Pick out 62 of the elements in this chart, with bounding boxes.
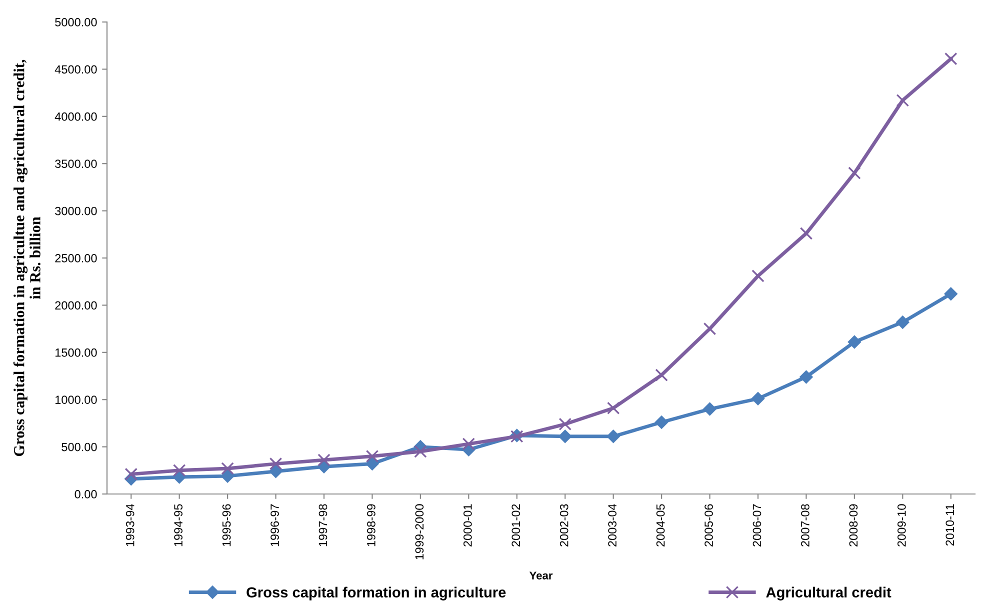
- y-axis-title: Gross capital formation in agricultue and agricultural credit, in Rs. billion: [13, 60, 40, 456]
- x-tick-label: 1997-98: [318, 504, 328, 546]
- point: [606, 402, 620, 414]
- x-tick-label: 1994-95: [174, 504, 182, 546]
- point: [896, 316, 910, 329]
- point: [655, 368, 668, 382]
- point: [366, 457, 379, 470]
- point: [558, 430, 572, 444]
- point: [269, 464, 282, 478]
- x-tick-label: 1996-97: [270, 504, 279, 546]
- y-tick-label: 5000.00: [55, 18, 97, 26]
- x-tick-label: 2002-03: [560, 504, 568, 546]
- point: [269, 457, 282, 470]
- legend-label: Agricultural credit: [766, 586, 892, 600]
- y-tick-label: 4500.00: [54, 65, 97, 74]
- x-tick-label: 2003-04: [608, 504, 616, 546]
- x-tick-label: 2010-11: [946, 504, 954, 546]
- x-tick-label: 2000-01: [463, 504, 472, 546]
- point: [751, 392, 765, 406]
- y-tick-label: 1500.00: [56, 348, 97, 357]
- x-tick-label: 2004-05: [656, 504, 665, 546]
- point: [318, 454, 330, 466]
- point: [896, 94, 910, 107]
- x-tick-label: 2005-06: [704, 504, 713, 546]
- point: [752, 270, 764, 282]
- point: [848, 166, 861, 180]
- y-tick-label: 3500.00: [55, 160, 97, 168]
- x-tick-label: 1993-94: [126, 504, 134, 546]
- y-tick-label: 4000.00: [54, 112, 97, 121]
- y-tick-label: 2500.00: [55, 254, 97, 262]
- point: [800, 227, 813, 240]
- point: [606, 430, 620, 444]
- point: [172, 464, 186, 477]
- x-axis-title: Year: [529, 572, 553, 580]
- y-tick-label: 1000.00: [56, 396, 97, 404]
- point: [800, 370, 813, 384]
- y-tick-label: 500.00: [62, 442, 97, 452]
- point: [654, 416, 668, 429]
- point: [558, 418, 572, 431]
- point: [944, 287, 958, 300]
- x-tick-label: 1999-2000: [415, 504, 424, 560]
- x-tick-label: 2009-10: [897, 504, 906, 546]
- point: [848, 335, 862, 349]
- y-tick-label: 3000.00: [55, 206, 97, 216]
- point: [221, 462, 234, 475]
- x-tick-label: 2001-02: [512, 504, 520, 546]
- y-tick-label: 0.00: [74, 490, 97, 498]
- point: [462, 438, 476, 450]
- point: [703, 322, 716, 336]
- point: [124, 468, 138, 481]
- point: [414, 445, 427, 458]
- point: [220, 469, 234, 483]
- point: [944, 52, 958, 66]
- point: [366, 450, 379, 463]
- y-tick-label: 2000.00: [55, 301, 97, 310]
- x-tick-label: 1995-96: [222, 504, 231, 546]
- point: [703, 402, 716, 416]
- x-tick-label: 2007-08: [801, 504, 810, 546]
- x-tick-label: 2008-09: [849, 504, 858, 546]
- x-tick-label: 1998-99: [367, 504, 376, 546]
- legend-label: Gross capital formation in agriculture: [246, 586, 506, 600]
- x-tick-label: 2006-07: [752, 504, 762, 546]
